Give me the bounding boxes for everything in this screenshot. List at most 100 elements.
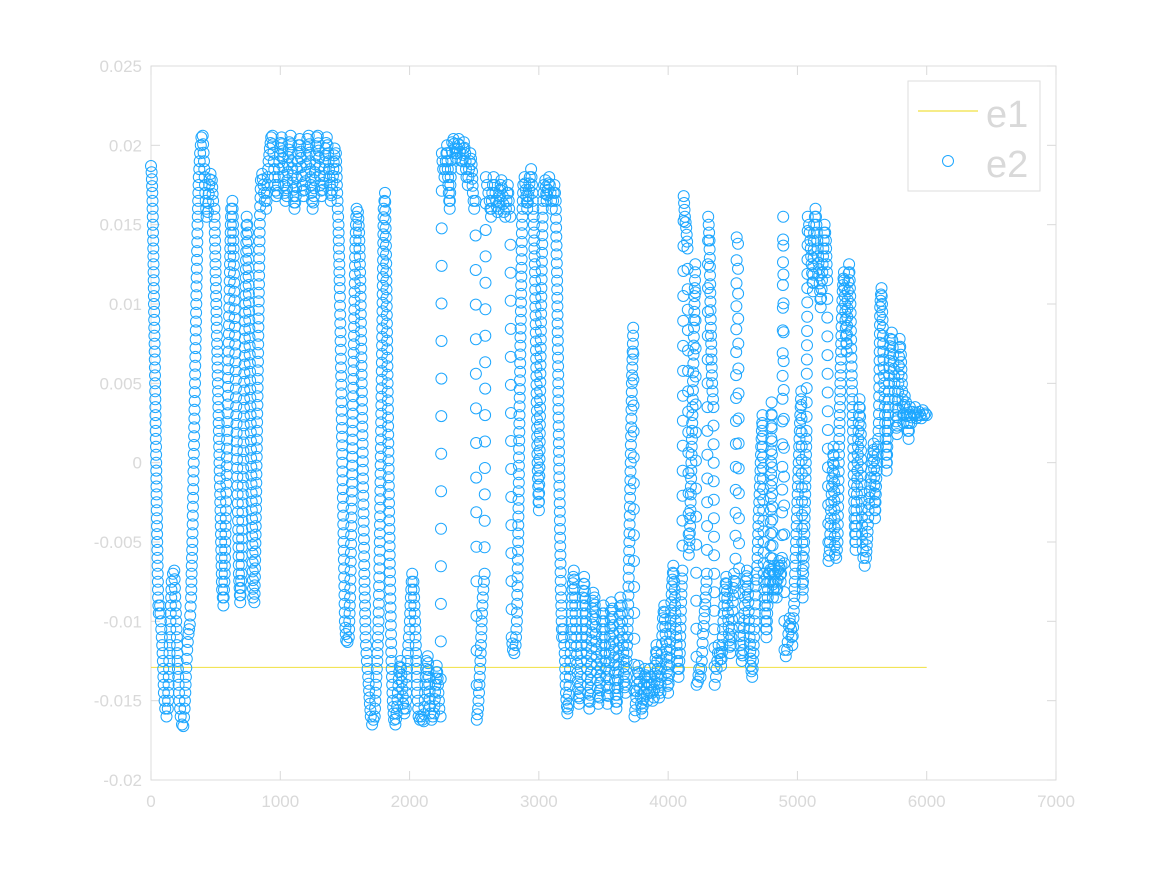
e2-point [699, 598, 712, 611]
e2-point [868, 470, 881, 483]
e2-point [871, 456, 884, 469]
e2-point [894, 348, 907, 361]
e2-point [354, 282, 367, 295]
e2-point [332, 242, 345, 255]
e2-point [148, 345, 161, 358]
e2-point [809, 202, 822, 215]
e2-point [657, 605, 670, 618]
e2-point [771, 582, 784, 595]
e2-point [338, 562, 351, 575]
e2-point [238, 375, 251, 388]
e2-point [274, 137, 287, 149]
e2-point [243, 348, 256, 361]
e2-point [222, 328, 235, 340]
e2-point [554, 523, 566, 535]
e2-point [359, 599, 371, 612]
e2-point [359, 631, 372, 644]
e2-point [730, 369, 743, 382]
e2-point [684, 496, 697, 509]
e2-point [690, 538, 703, 551]
e2-point [553, 454, 566, 467]
e2-point [253, 243, 266, 256]
e2-point [187, 491, 200, 504]
e2-point [593, 684, 606, 697]
e2-point [551, 326, 564, 339]
e2-point [733, 562, 746, 575]
e2-point [191, 253, 203, 266]
e2-point [846, 417, 859, 429]
e2-point [817, 242, 830, 255]
e2-point [373, 588, 385, 601]
e2-point [357, 489, 370, 502]
e2-point [624, 474, 637, 487]
e2-point [215, 575, 228, 588]
e2-point [685, 472, 698, 485]
e2-point [622, 580, 635, 593]
e2-point [357, 507, 370, 520]
e2-point [185, 583, 198, 596]
e2-point [626, 337, 639, 350]
e2-point [766, 500, 779, 513]
e2-point [821, 292, 834, 305]
e2-point [171, 662, 184, 675]
e2-point [251, 381, 264, 394]
e2-point [342, 631, 355, 644]
e2-point [298, 183, 311, 196]
e2-point [147, 234, 160, 247]
e2-point [346, 433, 359, 446]
e2-point [800, 424, 813, 437]
e2-point [266, 129, 279, 142]
e2-point [554, 583, 567, 596]
e2-point [212, 417, 225, 429]
e2-point [312, 144, 325, 157]
e2-point [742, 605, 755, 617]
e2-point [732, 312, 745, 325]
e2-point [789, 551, 802, 564]
e2-point [513, 391, 526, 404]
e2-point [244, 435, 257, 447]
e2-point [792, 456, 805, 469]
e2-point [310, 131, 323, 144]
e2-point [230, 435, 243, 448]
e2-point [786, 639, 799, 652]
e2-point [384, 574, 397, 587]
e2-point [169, 590, 182, 603]
e2-point [366, 718, 379, 731]
e2-point [813, 277, 826, 290]
x-tick-label: 5000 [779, 792, 817, 811]
e2-point [478, 462, 491, 474]
e2-point [227, 259, 240, 272]
e2-point [371, 639, 384, 652]
e2-point [621, 631, 634, 644]
e2-point [845, 360, 858, 373]
e2-point [253, 261, 266, 273]
e2-point [147, 250, 160, 263]
e2-point [328, 149, 341, 162]
e2-point [801, 225, 814, 237]
e2-point [832, 491, 845, 504]
e2-point [846, 409, 859, 422]
e2-point [697, 620, 710, 633]
e2-point [625, 412, 638, 425]
e2-point [476, 599, 489, 612]
e2-point [197, 138, 210, 151]
e2-point [627, 451, 640, 464]
e2-point [774, 568, 787, 581]
e2-point [569, 591, 582, 604]
e2-point [797, 543, 810, 556]
e2-point [727, 574, 740, 587]
e2-point [213, 440, 226, 453]
e2-point [861, 518, 874, 531]
e2-point [345, 511, 358, 524]
e2-point [146, 180, 159, 193]
e2-point [236, 514, 249, 527]
e2-point [698, 612, 711, 625]
e2-point [379, 204, 392, 217]
e2-point [154, 615, 167, 628]
e2-point [228, 294, 241, 307]
e2-point [356, 463, 369, 476]
e2-point [499, 210, 512, 223]
e2-point [627, 329, 640, 342]
e2-point [207, 194, 220, 207]
e2-point [313, 170, 326, 182]
